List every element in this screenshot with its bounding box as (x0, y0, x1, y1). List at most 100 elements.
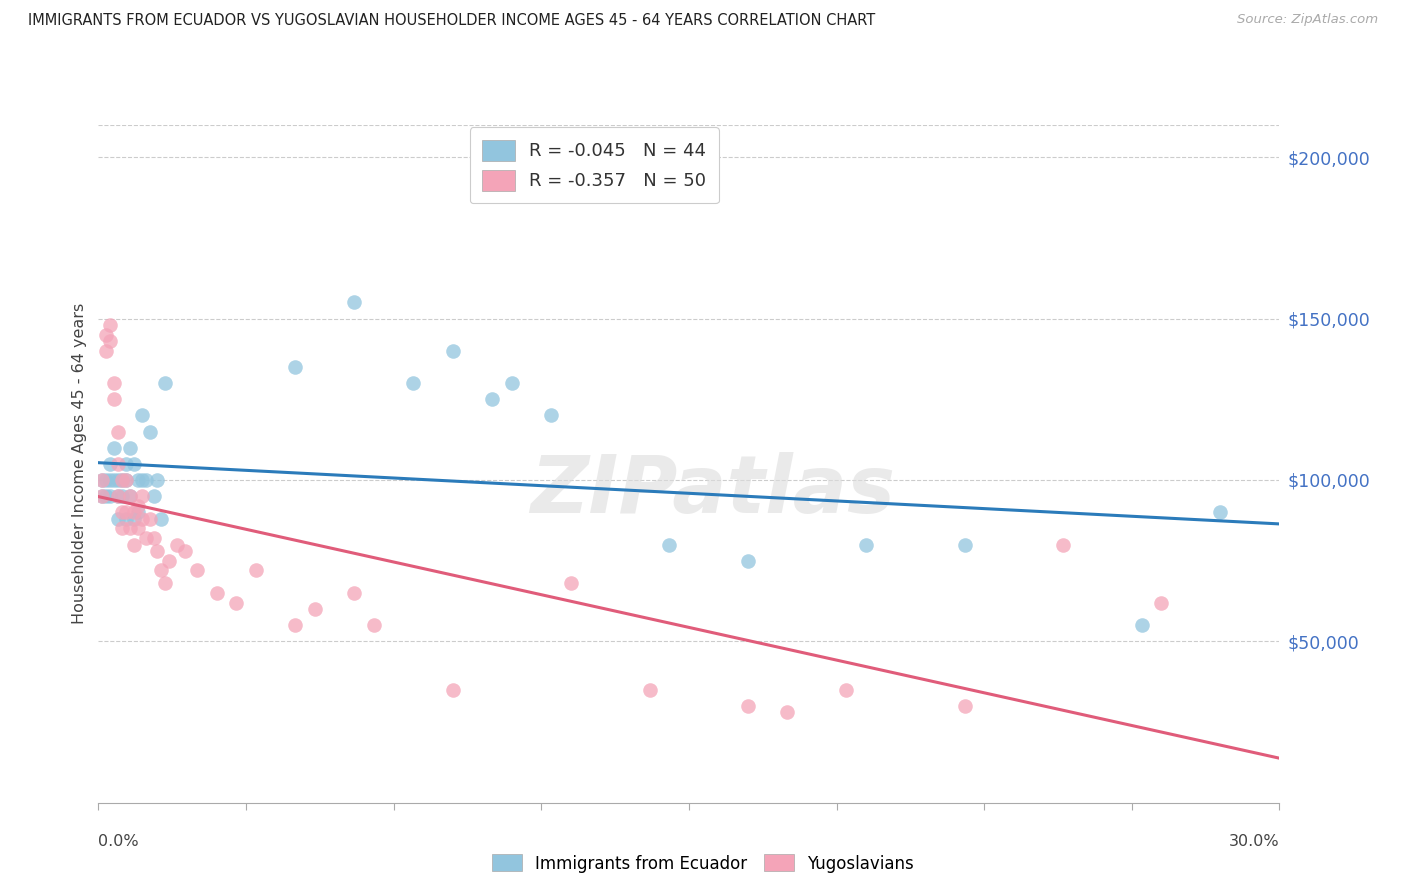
Point (103, 441, 125, 455)
Point (107, 512, 129, 526)
Point (115, 457, 138, 471)
Point (284, 618, 307, 632)
Y-axis label: Householder Income Ages 45 - 64 years: Householder Income Ages 45 - 64 years (72, 303, 87, 624)
Point (953, 698, 976, 713)
Point (98, 457, 121, 471)
Text: 0.0%: 0.0% (98, 834, 139, 849)
Point (284, 359, 307, 374)
Point (343, 295, 366, 310)
Point (855, 537, 877, 551)
Point (138, 425, 160, 439)
Point (96, 489, 118, 503)
Point (304, 602, 326, 616)
Point (122, 505, 145, 519)
Point (107, 489, 129, 503)
Point (1150, 596, 1173, 610)
Point (96, 327, 118, 342)
Point (111, 505, 134, 519)
Point (835, 682, 858, 697)
Point (245, 563, 267, 577)
Point (146, 544, 169, 558)
Point (98, 334, 121, 348)
Point (776, 706, 799, 720)
Point (142, 531, 165, 545)
Point (1130, 618, 1153, 632)
Point (135, 531, 157, 545)
Point (146, 473, 169, 487)
Point (441, 343, 464, 358)
Point (953, 537, 976, 551)
Point (127, 473, 149, 487)
Point (91, 489, 114, 503)
Point (157, 554, 180, 568)
Point (127, 505, 149, 519)
Point (174, 544, 197, 558)
Text: Source: ZipAtlas.com: Source: ZipAtlas.com (1237, 13, 1378, 27)
Point (1209, 505, 1232, 519)
Text: 30.0%: 30.0% (1229, 834, 1279, 849)
Point (98, 318, 121, 332)
Text: IMMIGRANTS FROM ECUADOR VS YUGOSLAVIAN HOUSEHOLDER INCOME AGES 45 - 64 YEARS COR: IMMIGRANTS FROM ECUADOR VS YUGOSLAVIAN H… (28, 13, 876, 29)
Point (111, 473, 134, 487)
Point (343, 586, 366, 600)
Point (91, 473, 114, 487)
Point (91, 473, 114, 487)
Point (150, 512, 173, 526)
Point (107, 457, 129, 471)
Point (115, 473, 138, 487)
Point (107, 425, 129, 439)
Point (131, 473, 153, 487)
Point (118, 441, 141, 455)
Point (98, 489, 121, 503)
Point (186, 563, 208, 577)
Point (1052, 537, 1074, 551)
Text: ZIPatlas: ZIPatlas (530, 452, 896, 530)
Point (118, 489, 141, 503)
Point (91, 489, 114, 503)
Point (115, 473, 138, 487)
Point (501, 376, 523, 391)
Point (122, 537, 145, 551)
Point (131, 409, 153, 423)
Point (560, 576, 582, 591)
Point (225, 596, 247, 610)
Point (540, 409, 562, 423)
Point (122, 457, 145, 471)
Point (658, 537, 681, 551)
Point (131, 512, 153, 526)
Point (122, 512, 145, 526)
Point (115, 505, 138, 519)
Point (96, 343, 118, 358)
Point (638, 682, 661, 697)
Point (155, 576, 177, 591)
Point (118, 521, 141, 535)
Point (737, 554, 759, 568)
Point (127, 499, 149, 513)
Point (107, 473, 129, 487)
Point (737, 698, 759, 713)
Point (111, 521, 134, 535)
Point (111, 473, 134, 487)
Point (441, 682, 464, 697)
Point (107, 489, 129, 503)
Point (127, 521, 149, 535)
Point (103, 376, 125, 391)
Point (138, 512, 160, 526)
Legend: R = -0.045   N = 44, R = -0.357   N = 50: R = -0.045 N = 44, R = -0.357 N = 50 (470, 128, 718, 203)
Point (166, 537, 188, 551)
Point (103, 392, 125, 407)
Point (131, 489, 153, 503)
Point (115, 512, 138, 526)
Point (402, 376, 425, 391)
Point (205, 586, 228, 600)
Point (98, 473, 121, 487)
Point (142, 489, 165, 503)
Point (103, 473, 125, 487)
Point (363, 618, 385, 632)
Point (111, 489, 134, 503)
Point (150, 563, 173, 577)
Point (481, 392, 503, 407)
Point (96, 473, 118, 487)
Legend: Immigrants from Ecuador, Yugoslavians: Immigrants from Ecuador, Yugoslavians (485, 847, 921, 880)
Point (118, 489, 141, 503)
